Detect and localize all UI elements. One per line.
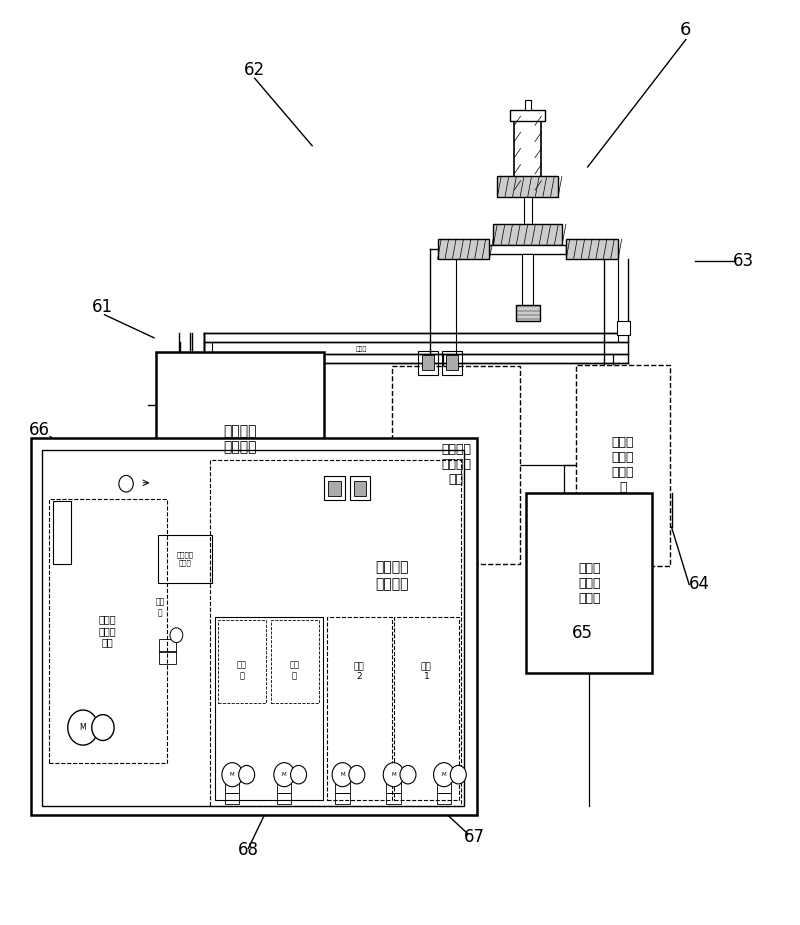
Bar <box>159 639 176 652</box>
Bar <box>438 239 490 259</box>
Bar <box>446 355 458 370</box>
Circle shape <box>450 766 466 783</box>
Bar <box>54 501 71 564</box>
Circle shape <box>119 475 134 492</box>
Circle shape <box>238 766 254 783</box>
Bar <box>516 304 540 321</box>
Text: 63: 63 <box>733 253 754 270</box>
Bar <box>526 493 652 673</box>
Bar <box>524 196 532 224</box>
Bar <box>437 782 451 793</box>
Text: 67: 67 <box>464 828 485 845</box>
Bar <box>514 121 542 194</box>
Text: 左水平缸
集成控制
阀块: 左水平缸 集成控制 阀块 <box>441 443 471 487</box>
Bar <box>350 476 370 500</box>
Text: M: M <box>80 723 86 732</box>
Bar <box>494 224 562 244</box>
Bar <box>225 793 239 804</box>
Circle shape <box>222 763 242 786</box>
Text: 快进比: 快进比 <box>356 346 367 352</box>
Bar <box>566 239 618 259</box>
Text: 6: 6 <box>680 21 691 39</box>
Bar <box>576 364 670 566</box>
Circle shape <box>349 766 365 783</box>
Text: 过滤冷
却循环
泵站: 过滤冷 却循环 泵站 <box>99 614 117 648</box>
Text: 主泵
2: 主泵 2 <box>354 662 365 682</box>
Bar <box>490 244 566 253</box>
Circle shape <box>274 763 294 786</box>
Bar <box>335 793 350 804</box>
Bar <box>157 352 324 527</box>
Text: M: M <box>391 772 396 777</box>
Bar <box>328 481 341 496</box>
Bar <box>214 617 322 799</box>
Bar <box>308 495 476 657</box>
Circle shape <box>383 763 404 786</box>
Bar <box>277 793 291 804</box>
Text: M: M <box>282 772 286 777</box>
Text: 泵头集成
控制阀块: 泵头集成 控制阀块 <box>375 561 409 591</box>
Bar <box>392 365 520 564</box>
Bar <box>42 450 464 806</box>
Bar <box>394 617 459 799</box>
Circle shape <box>434 763 454 786</box>
Text: 61: 61 <box>92 299 114 316</box>
Text: 62: 62 <box>244 61 266 79</box>
Bar <box>49 500 167 763</box>
Text: 主缸集成
控制阀块: 主缸集成 控制阀块 <box>223 425 257 454</box>
Circle shape <box>92 715 114 741</box>
Bar <box>225 782 239 793</box>
Circle shape <box>332 763 353 786</box>
Text: 右水平
缸集成
控制阀
块: 右水平 缸集成 控制阀 块 <box>611 437 634 494</box>
Bar <box>442 351 462 375</box>
Text: 65: 65 <box>571 624 593 642</box>
Text: 64: 64 <box>689 575 710 594</box>
Text: 主泵
1: 主泵 1 <box>421 662 432 682</box>
Text: 保压
泵: 保压 泵 <box>290 660 299 680</box>
Bar <box>618 321 630 335</box>
Bar <box>354 481 366 496</box>
Text: M: M <box>442 772 446 777</box>
Circle shape <box>170 628 182 643</box>
Bar <box>418 351 438 375</box>
Bar <box>422 355 434 370</box>
Bar <box>324 476 345 500</box>
Circle shape <box>68 710 98 746</box>
Circle shape <box>400 766 416 783</box>
Bar <box>31 438 477 815</box>
Bar <box>525 101 531 110</box>
Bar <box>522 253 534 304</box>
Bar <box>218 620 266 703</box>
Text: M: M <box>230 772 234 777</box>
Text: 68: 68 <box>238 842 258 859</box>
Bar <box>510 110 546 121</box>
Text: 顶出缸
集成控
制阀块: 顶出缸 集成控 制阀块 <box>578 561 601 605</box>
Bar <box>335 782 350 793</box>
Text: 冷却
水: 冷却 水 <box>156 598 165 617</box>
Text: 高产冷体
水接口: 高产冷体 水接口 <box>177 551 194 566</box>
Text: 66: 66 <box>29 421 50 439</box>
Bar <box>159 651 176 664</box>
Bar <box>437 793 451 804</box>
Bar <box>386 793 401 804</box>
Text: 滴制
泵: 滴制 泵 <box>237 660 247 680</box>
Text: M: M <box>340 772 345 777</box>
Bar <box>498 176 558 196</box>
Bar <box>270 620 318 703</box>
Bar <box>386 782 401 793</box>
Circle shape <box>290 766 306 783</box>
Bar <box>210 460 462 806</box>
Bar <box>326 617 392 799</box>
Bar <box>277 782 291 793</box>
Bar <box>158 535 212 583</box>
